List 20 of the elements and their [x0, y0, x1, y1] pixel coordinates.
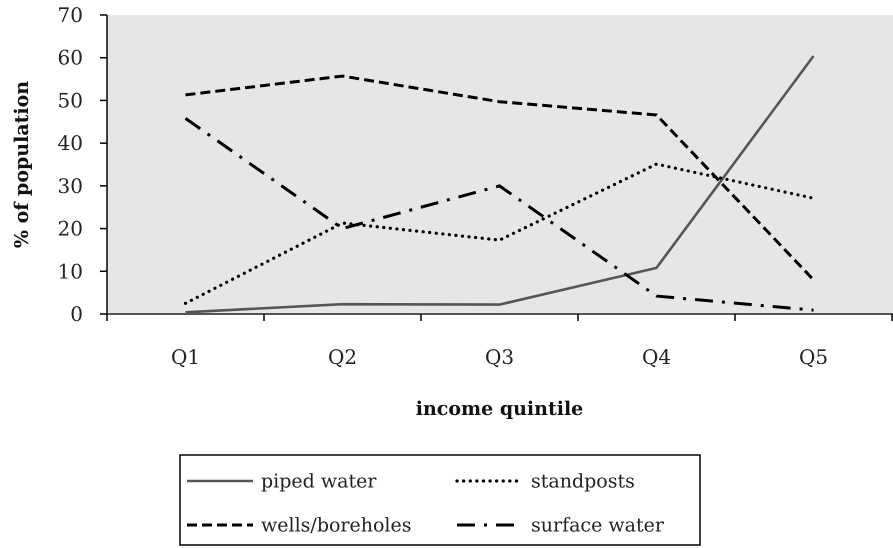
y-tick-label: 10	[58, 259, 83, 284]
x-tick-label: Q3	[484, 345, 514, 369]
x-tick-label: Q4	[642, 345, 672, 369]
y-tick-label: 40	[58, 131, 83, 156]
y-tick-label: 20	[58, 216, 83, 241]
y-tick-label: 30	[58, 174, 83, 198]
y-tick-label: 60	[58, 46, 83, 70]
x-axis-title: income quintile	[416, 398, 584, 420]
legend-label: wells/boreholes	[261, 514, 412, 537]
y-tick-label: 70	[58, 3, 83, 27]
line-series	[184, 116, 815, 312]
x-tick-label: Q1	[170, 345, 200, 369]
x-tick-label: Q5	[798, 345, 828, 369]
x-tick-label: Q2	[328, 345, 358, 369]
y-tick-label: 0	[70, 302, 83, 326]
legend-label: piped water	[261, 470, 378, 493]
y-tick-label: 50	[58, 88, 83, 112]
y-axis-title: % of population	[11, 80, 33, 248]
legend-label: surface water	[531, 514, 665, 537]
legend-label: standposts	[531, 470, 635, 493]
